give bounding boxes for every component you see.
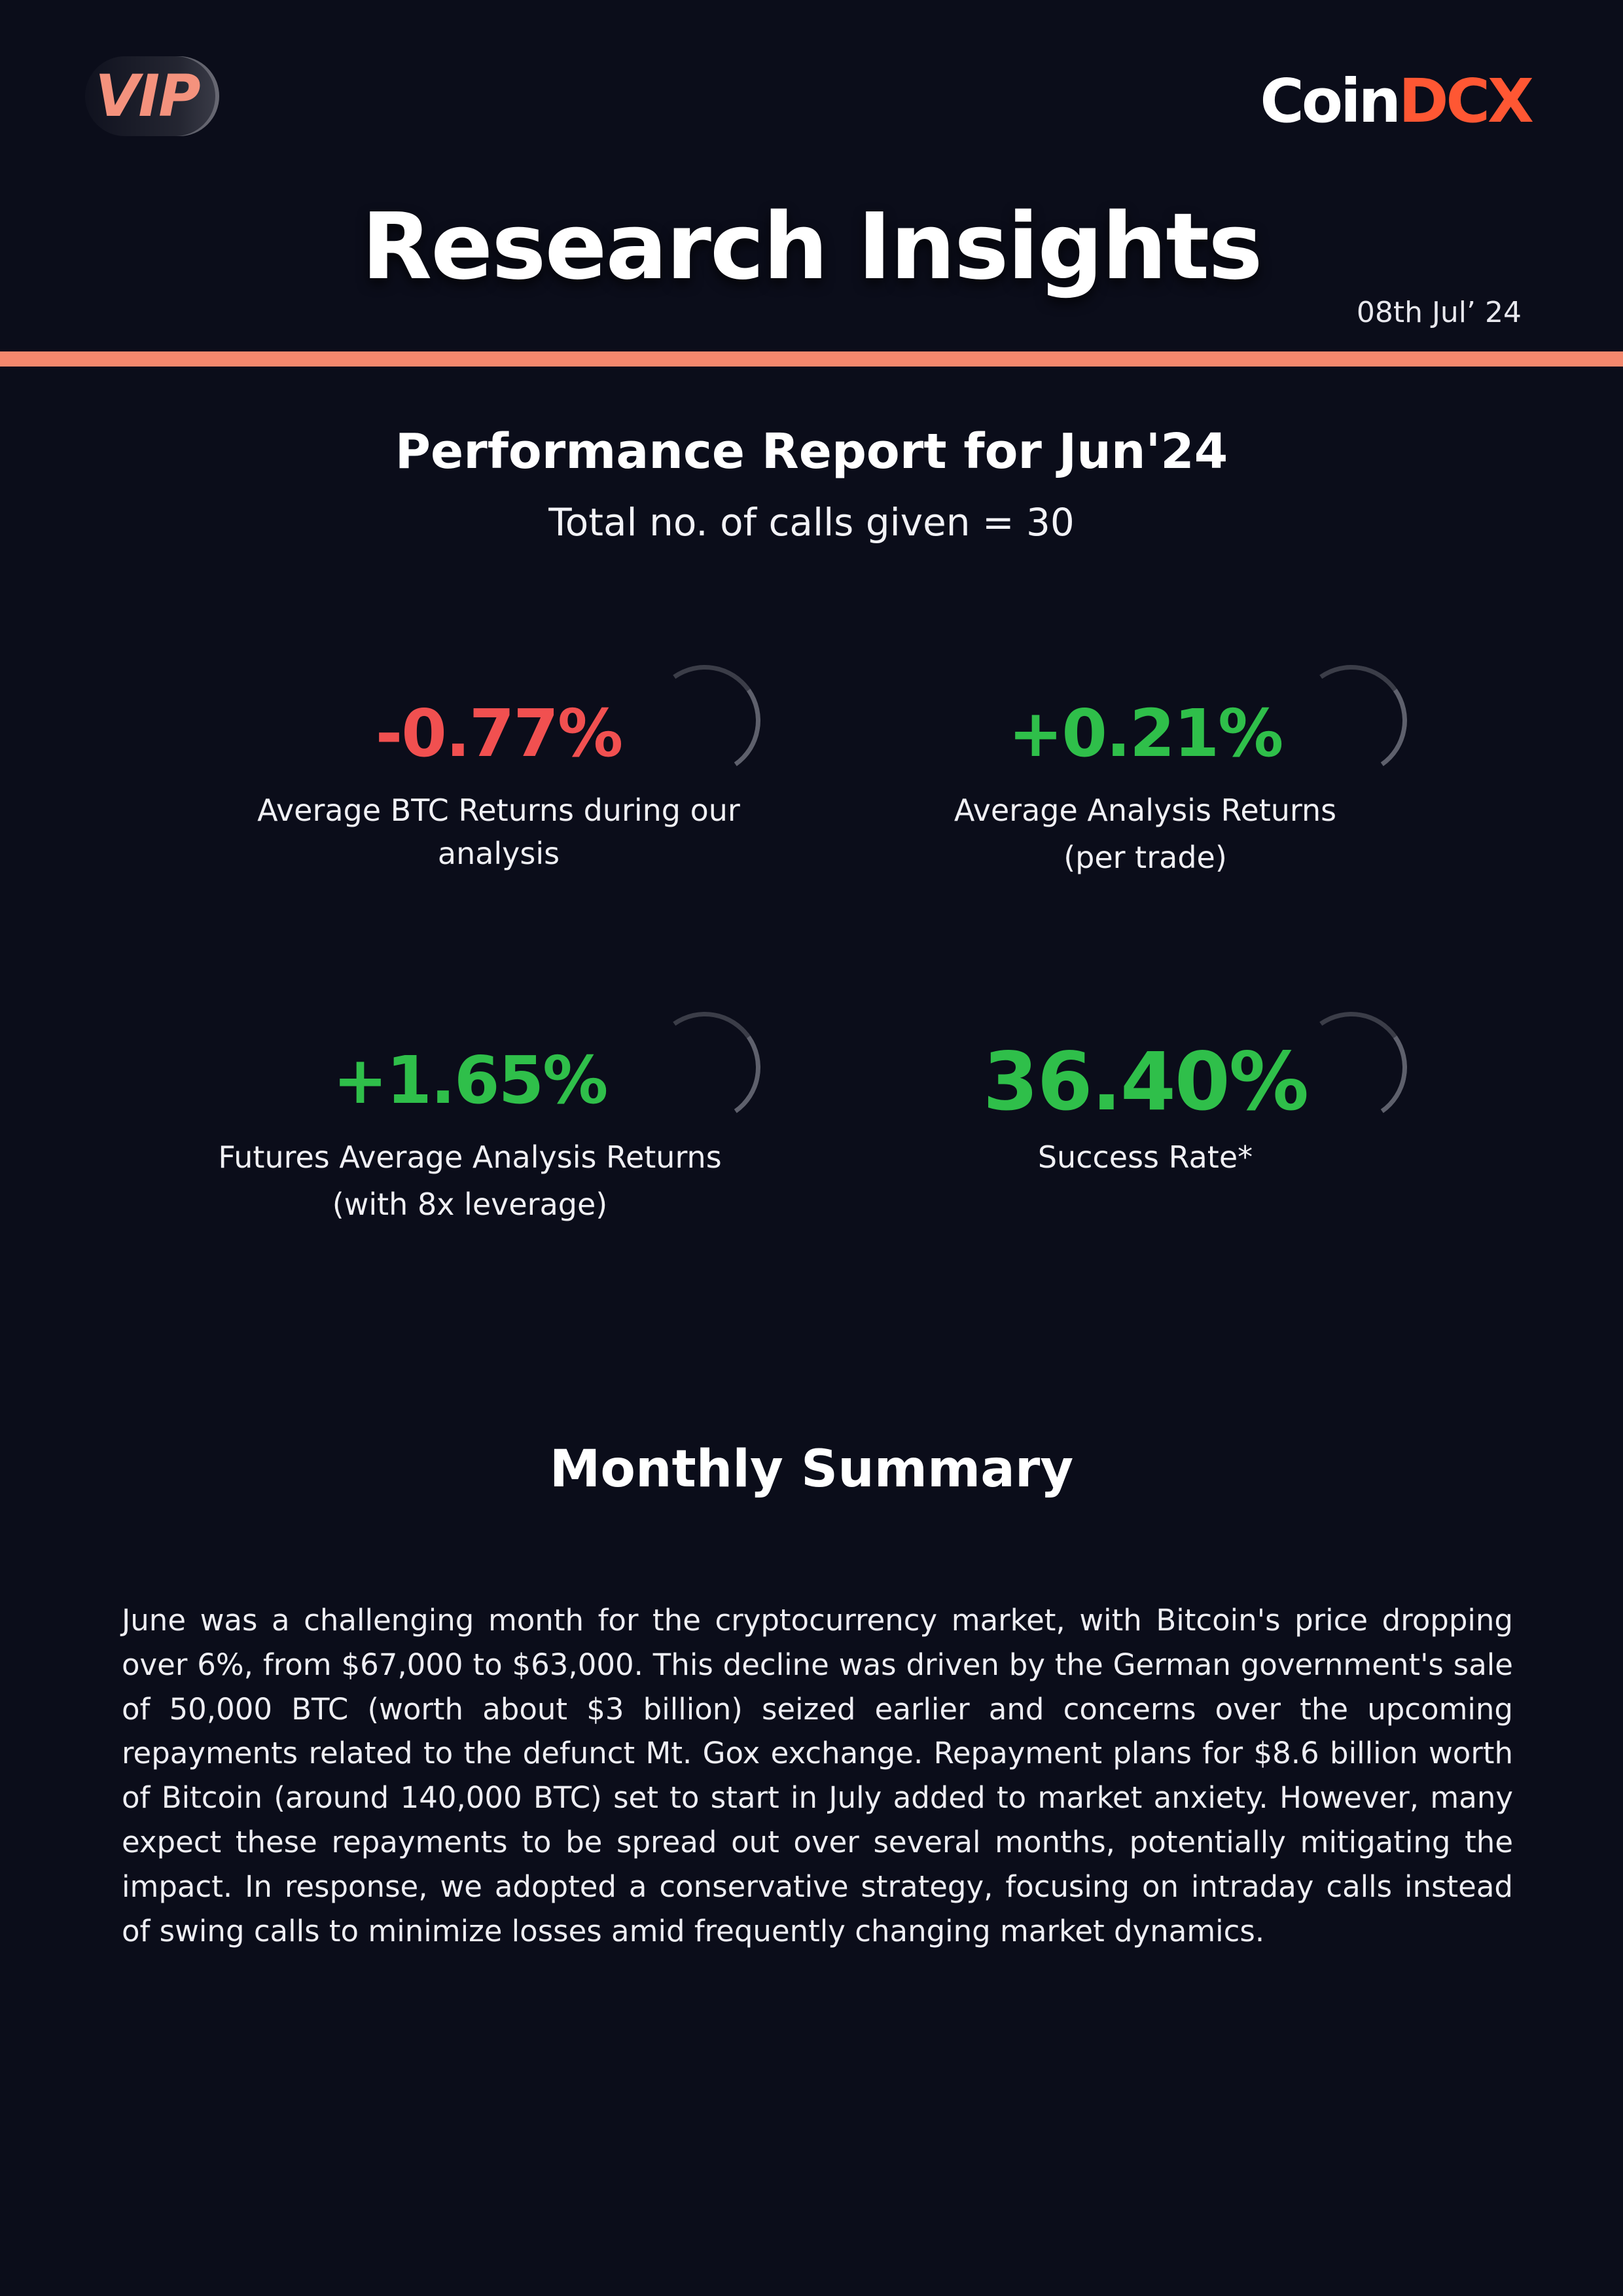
stat-value: 36.40% xyxy=(982,1035,1309,1128)
stat-futures-returns: +1.65% Futures Average Analysis Returns … xyxy=(175,1003,770,1224)
stat-value: -0.77% xyxy=(375,695,623,772)
stat-label-line2: analysis xyxy=(437,836,560,871)
stat-value: +1.65% xyxy=(332,1042,609,1119)
stat-label-line1: Futures Average Analysis Returns xyxy=(218,1139,722,1175)
vip-label: VIP xyxy=(95,62,200,130)
calls-total: Total no. of calls given = 30 xyxy=(548,500,1075,545)
vip-badge: VIP xyxy=(85,56,219,136)
stat-value: +0.21% xyxy=(1008,695,1284,772)
accent-divider xyxy=(0,351,1623,367)
stat-label-line1: Success Rate* xyxy=(1037,1139,1253,1175)
logo-text-dcx: DCX xyxy=(1399,66,1534,136)
stat-analysis-returns: +0.21% Average Analysis Returns (per tra… xyxy=(851,656,1440,877)
coindcx-logo: CoinDCX xyxy=(1260,65,1534,137)
report-title: Performance Report for Jun'24 xyxy=(395,423,1228,480)
report-date: 08th Jul’ 24 xyxy=(1356,296,1522,329)
summary-body: June was a challenging month for the cry… xyxy=(122,1603,1513,1948)
page-title: Research Insights xyxy=(361,194,1262,300)
stat-label-line1: Average Analysis Returns xyxy=(954,793,1337,828)
summary-title: Monthly Summary xyxy=(549,1440,1074,1499)
stat-label-line2: (per trade) xyxy=(1063,840,1227,875)
stat-btc-returns: -0.77% Average BTC Returns during our an… xyxy=(204,656,793,877)
stat-label-line1: Average BTC Returns during our xyxy=(257,793,740,828)
stat-label-line2: (with 8x leverage) xyxy=(332,1187,608,1222)
stat-success-rate: 36.40% Success Rate* xyxy=(851,1003,1440,1224)
logo-text-coin: Coin xyxy=(1260,66,1401,136)
